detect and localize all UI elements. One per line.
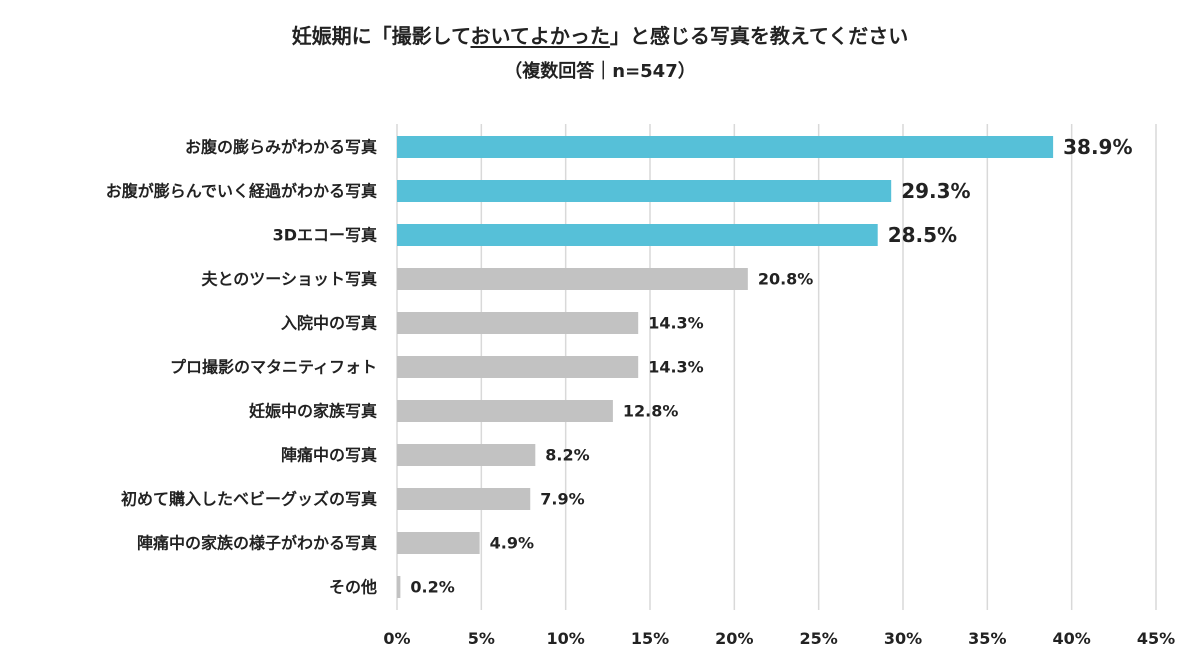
category-label: 3Dエコー写真 bbox=[273, 226, 377, 245]
value-label: 8.2% bbox=[545, 446, 589, 465]
category-label: 妊娠中の家族写真 bbox=[249, 402, 377, 421]
chart-subtitle: （複数回答｜n=547） bbox=[504, 61, 696, 82]
x-tick-label: 25% bbox=[800, 629, 838, 648]
x-tick-label: 20% bbox=[715, 629, 753, 648]
x-tick-label: 35% bbox=[968, 629, 1006, 648]
x-tick-label: 15% bbox=[631, 629, 669, 648]
bar bbox=[397, 312, 639, 334]
bar bbox=[397, 444, 536, 466]
x-tick-label: 0% bbox=[383, 629, 410, 648]
bar bbox=[397, 400, 613, 422]
x-tick-label: 30% bbox=[884, 629, 922, 648]
x-tick-label: 40% bbox=[1053, 629, 1091, 648]
category-label: 初めて購入したベビーグッズの写真 bbox=[121, 490, 377, 509]
chart-title-pre: 妊娠期に「撮影して bbox=[291, 24, 471, 48]
value-label: 14.3% bbox=[648, 358, 704, 377]
x-tick-label: 45% bbox=[1137, 629, 1175, 648]
bar bbox=[397, 224, 878, 246]
bar bbox=[397, 136, 1054, 158]
category-label: その他 bbox=[329, 578, 377, 597]
category-label: お腹の膨らみがわかる写真 bbox=[185, 138, 377, 157]
value-label: 7.9% bbox=[540, 490, 584, 509]
category-label: お腹が膨らんでいく経過がわかる写真 bbox=[106, 182, 377, 201]
category-label: 夫とのツーショット写真 bbox=[201, 270, 377, 289]
category-label: プロ撮影のマタニティフォト bbox=[170, 358, 377, 377]
bar bbox=[397, 180, 892, 202]
value-label: 12.8% bbox=[623, 402, 679, 421]
x-tick-label: 10% bbox=[547, 629, 585, 648]
value-label: 20.8% bbox=[758, 270, 814, 289]
bar bbox=[397, 356, 639, 378]
value-label: 38.9% bbox=[1063, 135, 1132, 159]
category-label: 入院中の写真 bbox=[281, 314, 377, 333]
bar bbox=[397, 488, 531, 510]
bar bbox=[397, 268, 748, 290]
value-label: 29.3% bbox=[901, 179, 970, 203]
chart-title: 妊娠期に「撮影しておいてよかった」と感じる写真を教えてください bbox=[0, 22, 1200, 50]
chart-title-underlined: おいてよかった bbox=[470, 24, 610, 48]
chart-title-post: 」と感じる写真を教えてください bbox=[609, 24, 909, 48]
value-label: 28.5% bbox=[888, 223, 957, 247]
bar bbox=[397, 532, 480, 554]
bar bbox=[397, 576, 401, 598]
value-label: 14.3% bbox=[648, 314, 704, 333]
category-label: 陣痛中の家族の様子がわかる写真 bbox=[137, 534, 377, 553]
category-label: 陣痛中の写真 bbox=[281, 446, 377, 465]
value-label: 0.2% bbox=[410, 578, 454, 597]
x-tick-label: 5% bbox=[468, 629, 495, 648]
value-label: 4.9% bbox=[490, 534, 534, 553]
chart-title-block: 妊娠期に「撮影しておいてよかった」と感じる写真を教えてください （複数回答｜n=… bbox=[0, 22, 1200, 86]
